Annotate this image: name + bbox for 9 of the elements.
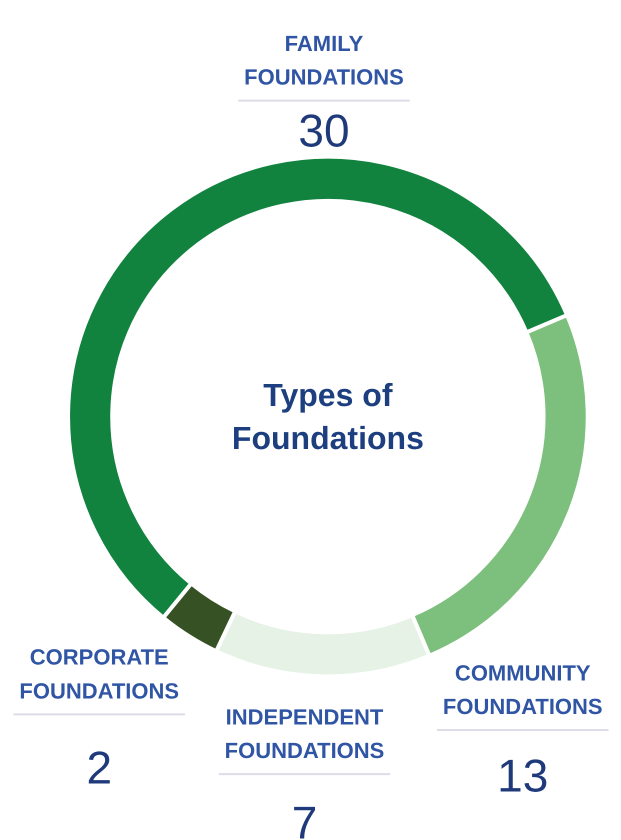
- slice-label: COMMUNITY FOUNDATIONS: [442, 660, 603, 720]
- data-label: 13: [497, 749, 548, 802]
- data-label: 7: [292, 796, 318, 840]
- data-label: 2: [86, 742, 112, 794]
- slice-label: CORPORATE FOUNDATIONS: [19, 644, 180, 704]
- data-label: 30: [298, 104, 350, 157]
- slice-label: INDEPENDENT FOUNDATIONS: [224, 704, 384, 764]
- slice-label: FAMILY FOUNDATIONS: [244, 30, 404, 90]
- text: Types of Foundations: [232, 377, 424, 456]
